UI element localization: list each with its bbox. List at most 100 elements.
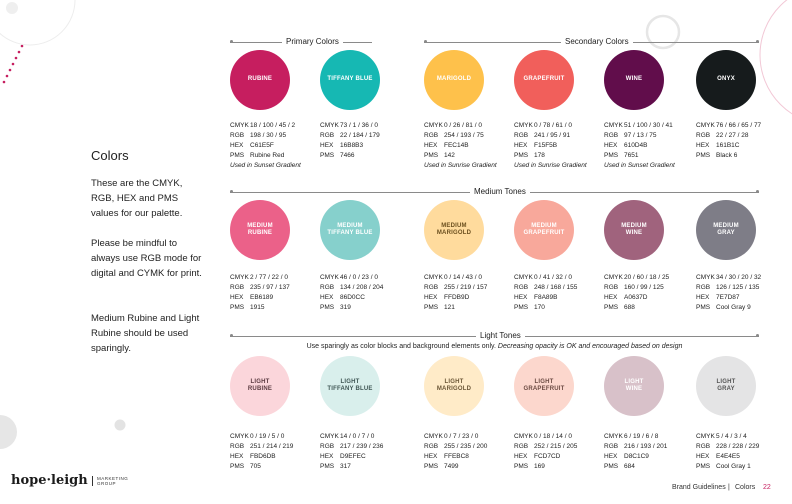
swatch-specs: CMYK 0 / 18 / 14 / 0 RGB 252 / 215 / 205 HEX… bbox=[514, 432, 602, 472]
spec-value: 142 bbox=[444, 152, 455, 159]
swatch-circle: MEDIUM RUBINE bbox=[230, 200, 290, 260]
spec-key: RGB bbox=[230, 443, 245, 450]
brand-logo-subtitle: MARKETING GROUP bbox=[92, 476, 128, 486]
swatch-circle: MEDIUM MARIGOLD bbox=[424, 200, 484, 260]
spec-value: 0 / 41 / 32 / 0 bbox=[534, 274, 572, 281]
spec-row-pms: PMS 684 bbox=[604, 462, 692, 472]
spec-key: PMS bbox=[230, 304, 245, 311]
spec-row-hex: HEX F15F5B bbox=[514, 141, 602, 151]
swatch-specs: CMYK 0 / 19 / 5 / 0 RGB 251 / 214 / 219 HEX F… bbox=[230, 432, 318, 472]
spec-row-cmyk: CMYK 0 / 78 / 61 / 0 bbox=[514, 121, 602, 131]
swatch-specs: CMYK 51 / 100 / 30 / 41 RGB 97 / 13 / 75 HEX… bbox=[604, 121, 692, 171]
spec-row-hex: HEX 86D0CC bbox=[320, 293, 408, 303]
swatch-specs: CMYK 18 / 100 / 45 / 2 RGB 198 / 30 / 95 HEX… bbox=[230, 121, 318, 171]
spec-row-cmyk: CMYK 0 / 41 / 32 / 0 bbox=[514, 273, 602, 283]
decor-dot bbox=[20, 44, 24, 48]
spec-row-hex: HEX 7E7D87 bbox=[696, 293, 784, 303]
spec-key: HEX bbox=[230, 294, 244, 301]
decor-dot bbox=[8, 68, 12, 72]
spec-value: F15F5B bbox=[534, 142, 558, 149]
spec-value: 76 / 66 / 65 / 77 bbox=[716, 122, 762, 129]
swatch-specs: CMYK 0 / 26 / 81 / 0 RGB 254 / 193 / 75 HEX F… bbox=[424, 121, 512, 171]
swatch-circle: MEDIUM GRAPEFRUIT bbox=[514, 200, 574, 260]
spec-row-rgb: RGB 252 / 215 / 205 bbox=[514, 442, 602, 452]
spec-key: PMS bbox=[696, 463, 711, 470]
spec-value: 0 / 7 / 23 / 0 bbox=[444, 433, 479, 440]
spec-row-cmyk: CMYK 0 / 19 / 5 / 0 bbox=[230, 432, 318, 442]
spec-row-hex: HEX FFDB9D bbox=[424, 293, 512, 303]
spec-key: CMYK bbox=[604, 433, 623, 440]
spec-key: CMYK bbox=[514, 274, 533, 281]
spec-key: RGB bbox=[514, 132, 529, 139]
section-label: Primary Colors bbox=[282, 35, 343, 49]
spec-value: 22 / 27 / 28 bbox=[716, 132, 749, 139]
spec-note: Used in Sunset Gradient bbox=[230, 162, 301, 169]
swatch-circle: LIGHT TIFFANY BLUE bbox=[320, 356, 380, 416]
spec-row-cmyk: CMYK 76 / 66 / 65 / 77 bbox=[696, 121, 784, 131]
spec-row-hex: HEX FCD7CD bbox=[514, 452, 602, 462]
spec-key: CMYK bbox=[696, 122, 715, 129]
spec-value: 169 bbox=[534, 463, 545, 470]
spec-key: PMS bbox=[514, 152, 529, 159]
spec-value: FBD6DB bbox=[250, 453, 276, 460]
spec-value: 317 bbox=[340, 463, 351, 470]
spec-row-hex: HEX D9EFEC bbox=[320, 452, 408, 462]
spec-key: PMS bbox=[424, 152, 439, 159]
section-label: Secondary Colors bbox=[561, 35, 633, 49]
spec-key: RGB bbox=[424, 443, 439, 450]
spec-key: CMYK bbox=[320, 122, 339, 129]
spec-key: HEX bbox=[320, 142, 334, 149]
swatch-name: LIGHT WINE bbox=[624, 378, 644, 393]
spec-key: HEX bbox=[320, 453, 334, 460]
spec-row-rgb: RGB 248 / 168 / 155 bbox=[514, 283, 602, 293]
spec-row-pms: PMS 688 bbox=[604, 303, 692, 313]
spec-row-rgb: RGB 160 / 99 / 125 bbox=[604, 283, 692, 293]
spec-key: RGB bbox=[424, 132, 439, 139]
spec-key: PMS bbox=[604, 304, 619, 311]
spec-row-rgb: RGB 97 / 13 / 75 bbox=[604, 131, 692, 141]
spec-row-rgb: RGB 228 / 228 / 229 bbox=[696, 442, 784, 452]
footer-section-label: Colors bbox=[735, 484, 756, 491]
decor-circle-top-left bbox=[6, 2, 18, 14]
spec-row-hex: HEX A0637D bbox=[604, 293, 692, 303]
spec-key: RGB bbox=[604, 443, 619, 450]
spec-value: 134 / 208 / 204 bbox=[340, 284, 384, 291]
section-secondary-colors: Secondary Colors bbox=[424, 35, 759, 49]
spec-key: RGB bbox=[604, 132, 619, 139]
spec-value: 610D4B bbox=[624, 142, 648, 149]
spec-row-cmyk: CMYK 5 / 4 / 3 / 4 bbox=[696, 432, 784, 442]
spec-value: 319 bbox=[340, 304, 351, 311]
spec-key: PMS bbox=[514, 463, 529, 470]
spec-row-rgb: RGB 216 / 193 / 201 bbox=[604, 442, 692, 452]
spec-row-pms: PMS Cool Gray 1 bbox=[696, 462, 784, 472]
spec-value: 1915 bbox=[250, 304, 265, 311]
swatch-specs: CMYK 5 / 4 / 3 / 4 RGB 228 / 228 / 229 HEX E4… bbox=[696, 432, 784, 472]
decor-arc-top-right bbox=[759, 0, 792, 115]
spec-value: 170 bbox=[534, 304, 545, 311]
spec-key: CMYK bbox=[424, 274, 443, 281]
swatch-name: ONYX bbox=[717, 76, 735, 83]
spec-row-cmyk: CMYK 6 / 19 / 6 / 8 bbox=[604, 432, 692, 442]
spec-value: 22 / 184 / 179 bbox=[340, 132, 380, 139]
intro-paragraph: These are the CMYK, RGB, HEX and PMS val… bbox=[91, 178, 183, 219]
spec-row-rgb: RGB 251 / 214 / 219 bbox=[230, 442, 318, 452]
spec-key: RGB bbox=[696, 132, 711, 139]
swatch-specs: CMYK 76 / 66 / 65 / 77 RGB 22 / 27 / 28 HEX 1… bbox=[696, 121, 784, 161]
spec-value: 7466 bbox=[340, 152, 355, 159]
section-label: Medium Tones bbox=[470, 185, 530, 199]
spec-key: CMYK bbox=[230, 274, 249, 281]
spec-row-pms: PMS Cool Gray 9 bbox=[696, 303, 784, 313]
spec-row-rgb: RGB 217 / 239 / 236 bbox=[320, 442, 408, 452]
spec-key: PMS bbox=[604, 152, 619, 159]
spec-value: 160 / 99 / 125 bbox=[624, 284, 664, 291]
spec-value: 5 / 4 / 3 / 4 bbox=[716, 433, 747, 440]
spec-value: E4E4E5 bbox=[716, 453, 740, 460]
spec-row-cmyk: CMYK 46 / 0 / 23 / 0 bbox=[320, 273, 408, 283]
spec-value: 34 / 30 / 20 / 32 bbox=[716, 274, 762, 281]
spec-value: Black 6 bbox=[716, 152, 738, 159]
spec-value: 73 / 1 / 36 / 0 bbox=[340, 122, 378, 129]
spec-key: PMS bbox=[604, 463, 619, 470]
spec-key: RGB bbox=[230, 284, 245, 291]
spec-key: RGB bbox=[320, 443, 335, 450]
